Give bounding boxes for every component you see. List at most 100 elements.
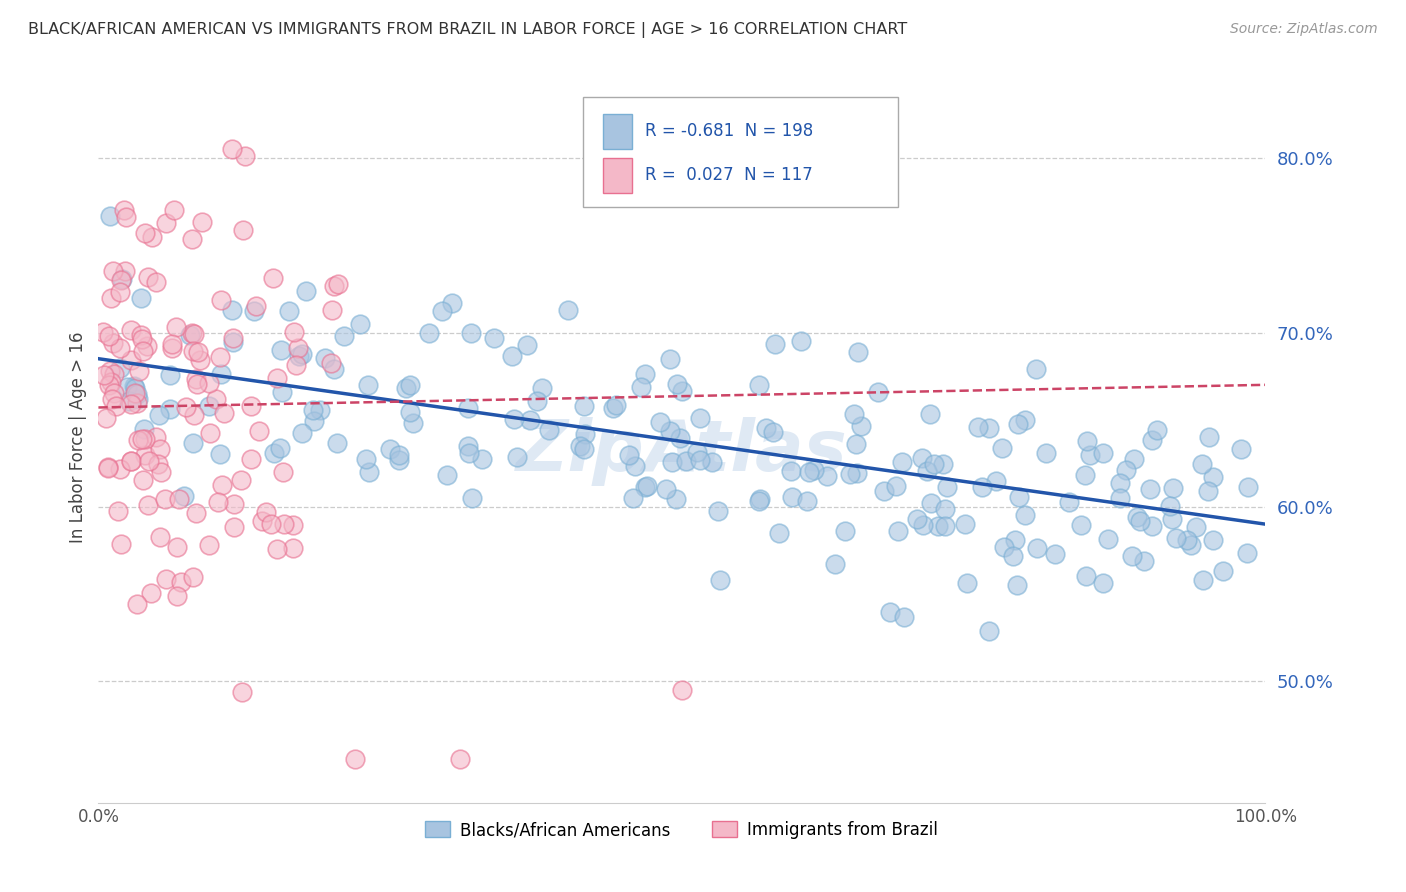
Point (184, 372, 207, 386)
Point (935, 480, 957, 494)
Point (148, 409, 170, 423)
Point (1074, 467, 1097, 482)
Point (1132, 553, 1154, 567)
Point (359, 466, 381, 480)
Point (873, 483, 896, 498)
Point (344, 752, 367, 766)
Point (222, 520, 245, 534)
Point (208, 350, 231, 364)
Point (127, 387, 149, 401)
Point (707, 504, 730, 518)
Point (191, 215, 214, 229)
Point (986, 474, 1008, 488)
Point (636, 479, 658, 493)
Point (97, 329, 120, 343)
Y-axis label: In Labor Force | Age > 16: In Labor Force | Age > 16 (69, 331, 87, 543)
Point (790, 334, 813, 348)
Point (1140, 433, 1163, 447)
Point (1126, 509, 1149, 524)
Point (395, 381, 418, 395)
Point (1004, 533, 1026, 547)
Point (111, 271, 134, 285)
Point (132, 344, 155, 359)
Point (153, 491, 176, 506)
Point (354, 452, 377, 467)
Point (953, 517, 976, 532)
Point (221, 303, 243, 318)
Point (1115, 463, 1137, 477)
Point (516, 338, 538, 352)
Point (634, 480, 657, 494)
Point (183, 408, 205, 422)
Point (796, 493, 818, 508)
Point (1191, 457, 1213, 471)
Point (127, 392, 149, 407)
Point (181, 344, 204, 359)
Point (1109, 491, 1132, 505)
Point (136, 498, 159, 512)
Point (333, 329, 356, 343)
Point (211, 477, 233, 491)
Point (314, 351, 336, 365)
Point (893, 609, 915, 624)
Point (181, 232, 204, 246)
Point (1008, 490, 1031, 504)
Point (844, 407, 866, 421)
Point (179, 327, 201, 342)
Point (124, 381, 146, 395)
Point (254, 505, 277, 519)
Point (108, 462, 131, 476)
Point (1180, 538, 1202, 552)
Point (1159, 500, 1181, 514)
Point (349, 318, 371, 332)
Text: R = -0.681  N = 198: R = -0.681 N = 198 (644, 122, 813, 140)
Point (129, 327, 152, 342)
Point (399, 405, 422, 419)
Point (270, 343, 292, 357)
Point (868, 384, 890, 399)
Point (197, 376, 219, 390)
Point (209, 293, 232, 308)
Point (648, 416, 671, 430)
Point (222, 335, 245, 350)
Point (749, 492, 772, 507)
Point (138, 269, 160, 284)
Point (1091, 446, 1114, 460)
Point (399, 377, 422, 392)
Point (97, 460, 120, 475)
Point (1070, 518, 1092, 533)
Point (449, 752, 471, 766)
Point (1192, 573, 1215, 587)
Point (686, 445, 709, 459)
Point (134, 421, 156, 435)
Point (120, 353, 142, 368)
Point (460, 326, 482, 340)
Point (112, 203, 135, 218)
Point (117, 380, 139, 394)
Point (131, 332, 153, 346)
Point (388, 448, 411, 462)
Point (979, 421, 1001, 435)
Point (277, 304, 299, 318)
Point (1185, 520, 1208, 534)
Point (501, 350, 523, 364)
Point (661, 455, 683, 469)
Point (538, 423, 561, 437)
Point (100, 376, 122, 390)
Point (1091, 576, 1114, 591)
Point (266, 370, 288, 384)
Point (103, 386, 125, 401)
Point (309, 403, 332, 417)
Point (634, 367, 657, 381)
Point (160, 341, 183, 355)
Point (294, 285, 316, 299)
Point (93, 368, 115, 383)
Point (849, 418, 872, 433)
Point (169, 491, 191, 506)
Point (430, 304, 453, 318)
Point (912, 517, 935, 532)
Point (1074, 569, 1097, 583)
Point (401, 416, 423, 430)
Point (247, 424, 270, 438)
Point (748, 378, 770, 392)
